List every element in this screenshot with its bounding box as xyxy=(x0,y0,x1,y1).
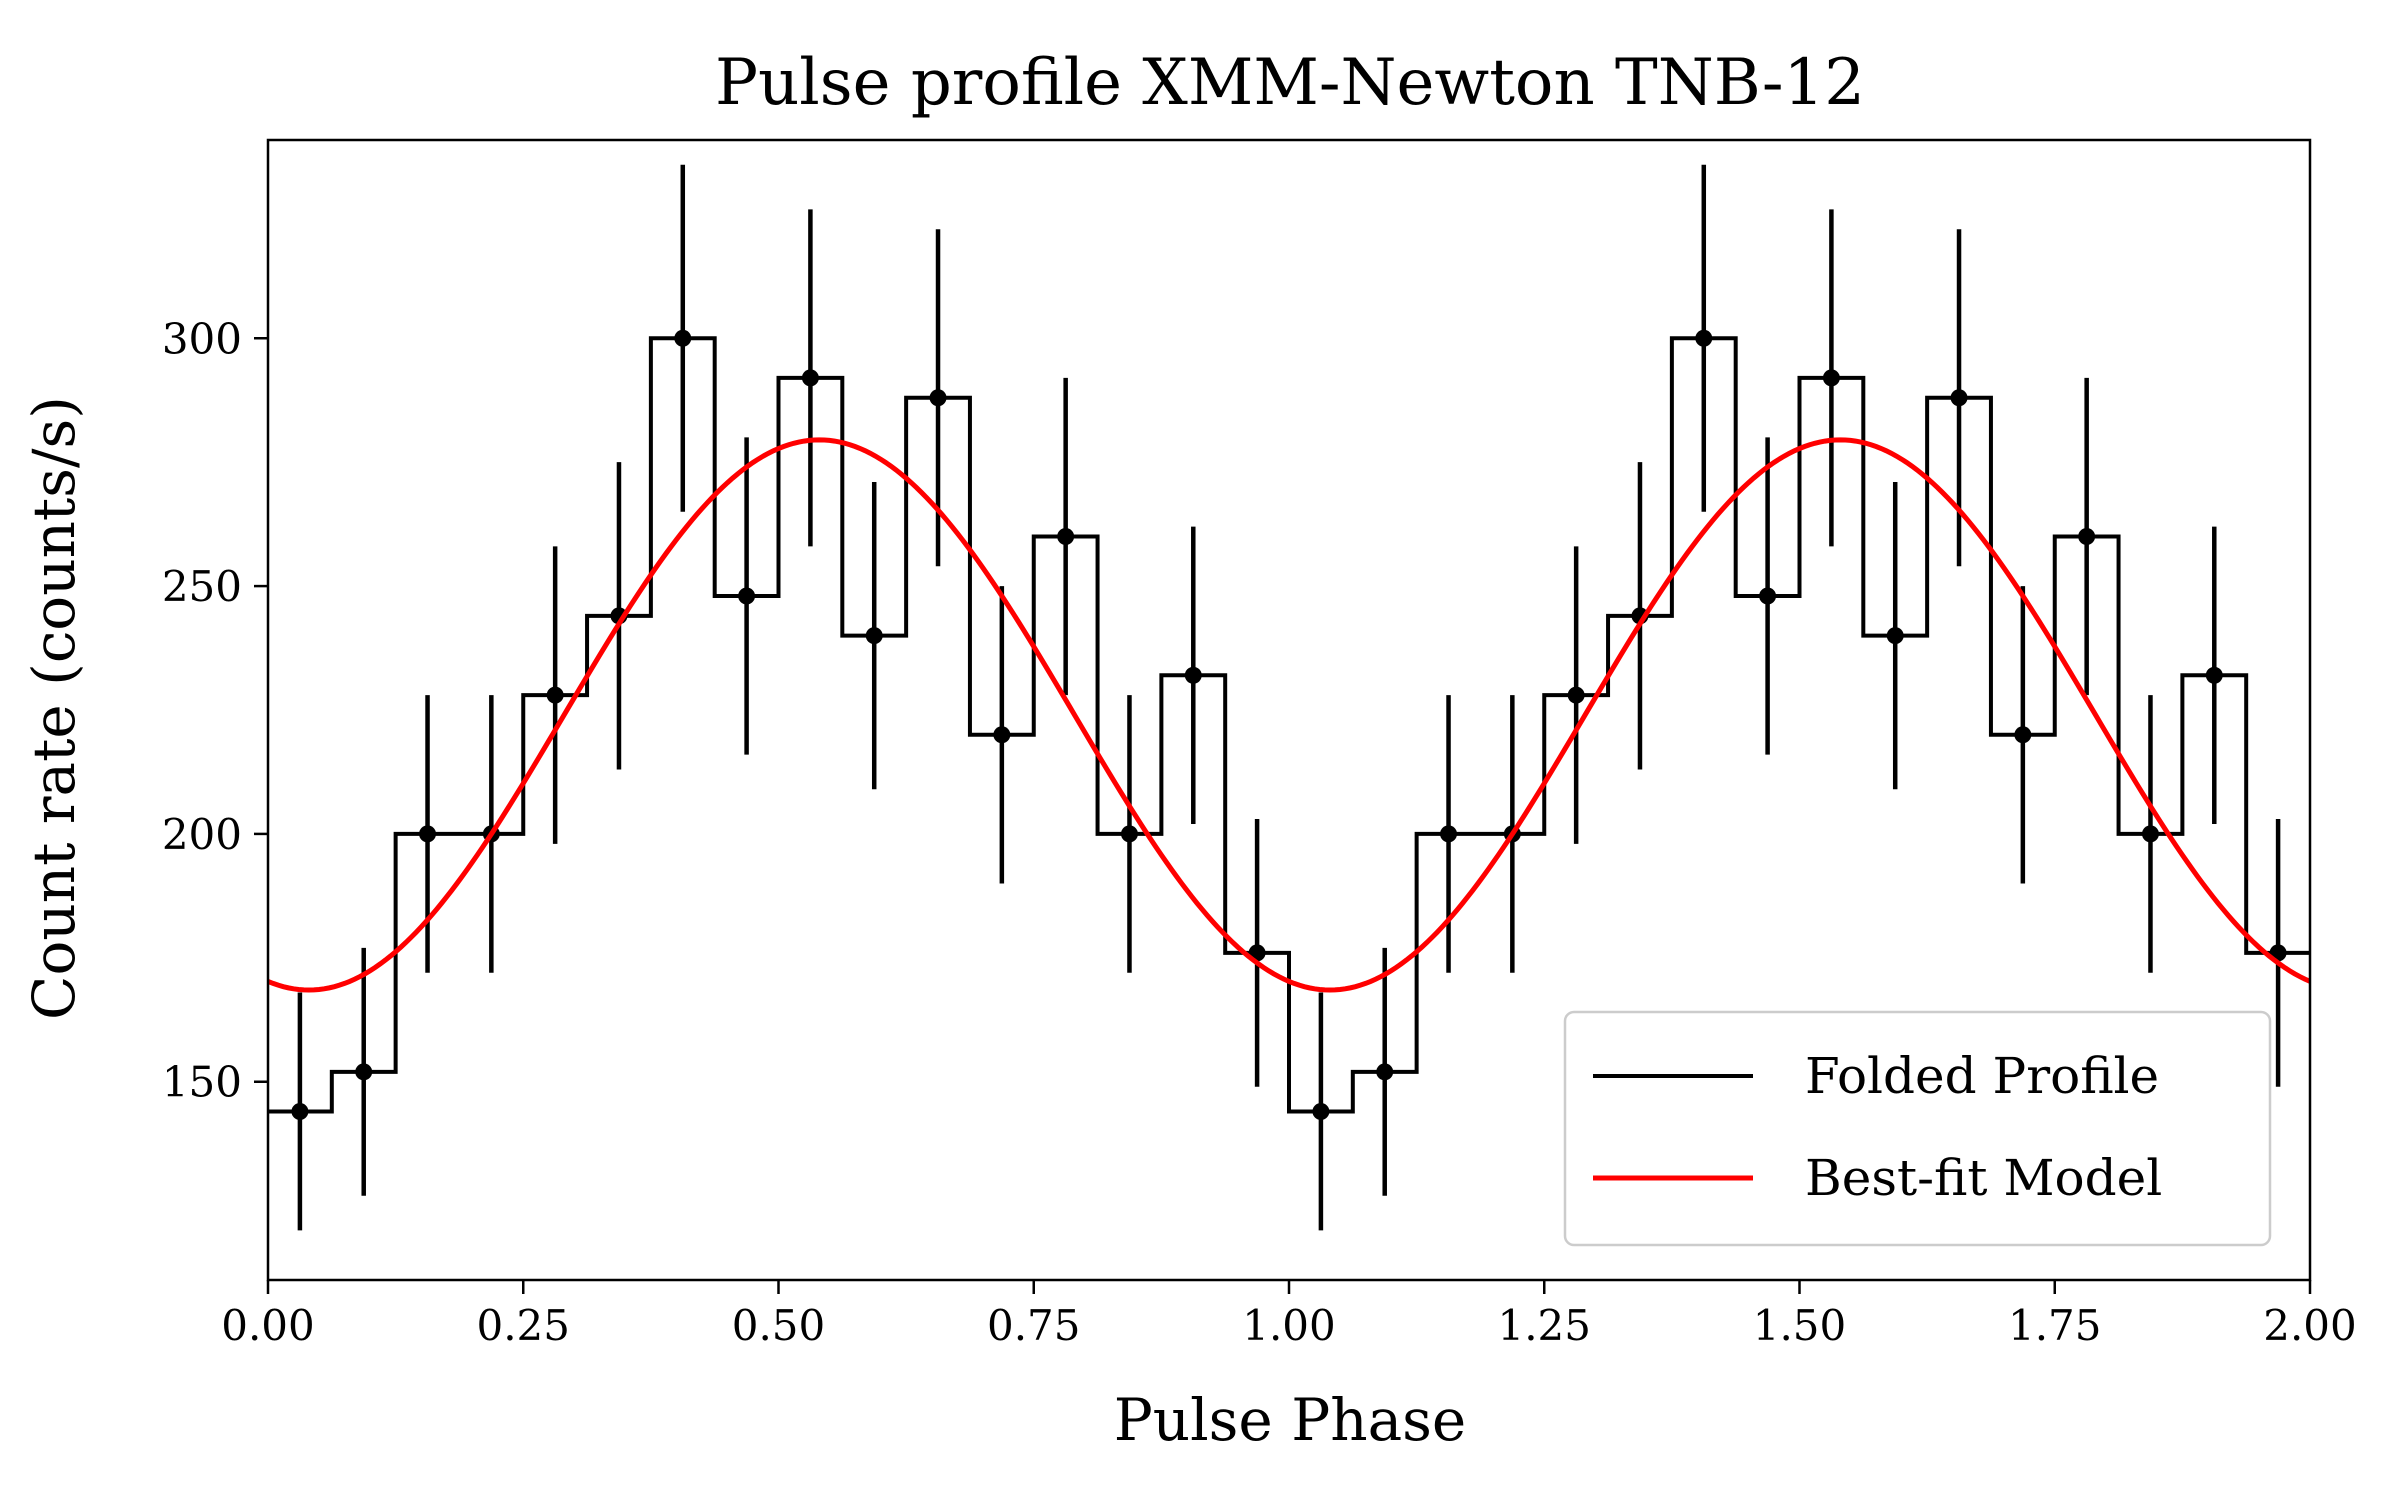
legend-label: Best-fit Model xyxy=(1805,1149,2162,1207)
y-tick-label: 250 xyxy=(162,562,242,611)
data-point xyxy=(2014,726,2032,744)
y-tick-label: 300 xyxy=(162,314,242,363)
x-tick-label: 0.75 xyxy=(987,1301,1081,1350)
data-point xyxy=(1376,1063,1394,1081)
data-point xyxy=(419,825,437,843)
data-point xyxy=(1822,369,1840,387)
data-point xyxy=(865,627,883,645)
data-point xyxy=(929,389,947,407)
folded-profile-step-line xyxy=(268,336,2310,1114)
data-point xyxy=(355,1063,373,1081)
y-tick-label: 150 xyxy=(162,1058,242,1107)
best-fit-model-curve xyxy=(268,437,2310,993)
data-point xyxy=(1184,666,1202,684)
x-tick-label: 0.25 xyxy=(476,1301,570,1350)
data-point xyxy=(1950,389,1968,407)
data-point xyxy=(1886,627,1904,645)
data-point xyxy=(993,726,1011,744)
x-tick-label: 1.00 xyxy=(1242,1301,1336,1350)
data-point xyxy=(1312,1102,1330,1120)
data-point xyxy=(546,686,564,704)
data-point xyxy=(1695,329,1713,347)
data-point xyxy=(2205,666,2223,684)
legend-box xyxy=(1563,1010,2272,1247)
data-point xyxy=(2078,528,2096,546)
data-point xyxy=(291,1102,309,1120)
data-point xyxy=(738,587,756,605)
data-point xyxy=(1567,686,1585,704)
x-tick-label: 0.50 xyxy=(732,1301,826,1350)
data-point xyxy=(1440,825,1458,843)
axes: 0.00 0.25 0.50 0.75 1.00 1.25 1.50 1.75 2.00 150 2… xyxy=(162,138,2357,1350)
legend-label: Folded Profile xyxy=(1805,1047,2159,1105)
data-point xyxy=(1759,587,1777,605)
data-point xyxy=(674,329,692,347)
x-axis-label: Pulse Phase xyxy=(1114,1386,1467,1454)
legend: Folded Profile Best-fit Model xyxy=(1563,1010,2272,1247)
x-tick-label: 0.00 xyxy=(221,1301,315,1350)
y-tick-label: 200 xyxy=(162,810,242,859)
data-point xyxy=(1057,528,1075,546)
chart-title: Pulse profile XMM-Newton TNB-12 xyxy=(715,46,1865,120)
plot-inner xyxy=(268,164,2310,1231)
x-tick-label: 1.50 xyxy=(1753,1301,1847,1350)
x-tick-label: 1.75 xyxy=(2008,1301,2102,1350)
data-point xyxy=(801,369,819,387)
data-point xyxy=(2141,825,2159,843)
x-tick-label: 2.00 xyxy=(2263,1301,2357,1350)
y-axis-label: Count rate (counts/s) xyxy=(20,396,88,1020)
plot-area xyxy=(268,164,2310,1231)
x-tick-label: 1.25 xyxy=(1497,1301,1591,1350)
data-point xyxy=(1120,825,1138,843)
